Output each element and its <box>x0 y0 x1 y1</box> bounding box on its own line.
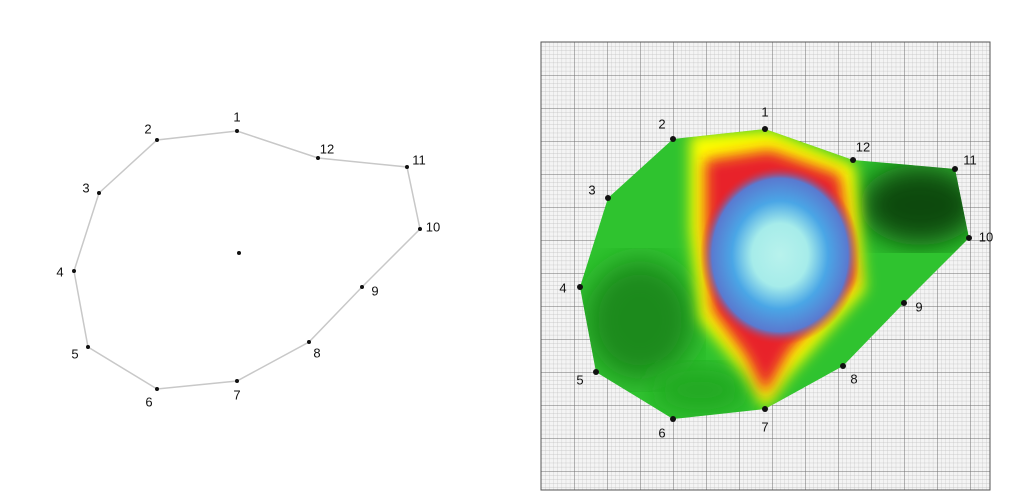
vertex <box>593 369 599 375</box>
vertex-label: 6 <box>145 394 152 409</box>
vertex <box>235 379 239 383</box>
vertex-label: 12 <box>320 141 334 156</box>
vertex-label: 4 <box>559 280 566 295</box>
vertex <box>97 191 101 195</box>
vertex <box>155 138 159 142</box>
vertex <box>72 269 76 273</box>
center-point <box>237 251 241 255</box>
vertex <box>605 195 611 201</box>
vertex-label: 5 <box>576 372 583 387</box>
outline <box>73 130 421 390</box>
vertex-label: 2 <box>658 116 665 131</box>
vertex-label: 3 <box>588 182 595 197</box>
vertex <box>901 300 907 306</box>
vertex <box>155 387 159 391</box>
vertex-label: 4 <box>56 264 63 279</box>
vertex <box>840 363 846 369</box>
vertex-label: 2 <box>144 121 151 136</box>
vertex <box>405 165 409 169</box>
vertex <box>670 416 676 422</box>
vertex-label: 8 <box>313 345 320 360</box>
vertex <box>762 406 768 412</box>
vertex <box>418 227 422 231</box>
vertex-label: 1 <box>761 104 768 119</box>
vertex-label: 10 <box>426 219 440 234</box>
vertex-label: 1 <box>233 109 240 124</box>
vertex <box>235 129 239 133</box>
vertex-label: 11 <box>963 152 977 167</box>
vertex-label: 9 <box>371 283 378 298</box>
vertex-label: 10 <box>979 229 993 244</box>
vertex <box>360 285 364 289</box>
vertex-label: 6 <box>658 425 665 440</box>
vertex-label: 11 <box>412 152 426 167</box>
vertex-label: 9 <box>915 299 922 314</box>
vertex <box>86 345 90 349</box>
vertex-label: 7 <box>761 419 768 434</box>
vertex <box>577 284 583 290</box>
vertex-label: 8 <box>850 371 857 386</box>
vertex <box>762 126 768 132</box>
vertex <box>307 340 311 344</box>
vertex <box>316 156 320 160</box>
vertex <box>850 157 856 163</box>
vertex-label: 7 <box>233 387 240 402</box>
vertex-label: 12 <box>856 139 870 154</box>
vertex <box>670 136 676 142</box>
vertex-label: 3 <box>82 180 89 195</box>
vertex-label: 5 <box>71 346 78 361</box>
vertex <box>966 235 972 241</box>
vertex <box>952 166 958 172</box>
